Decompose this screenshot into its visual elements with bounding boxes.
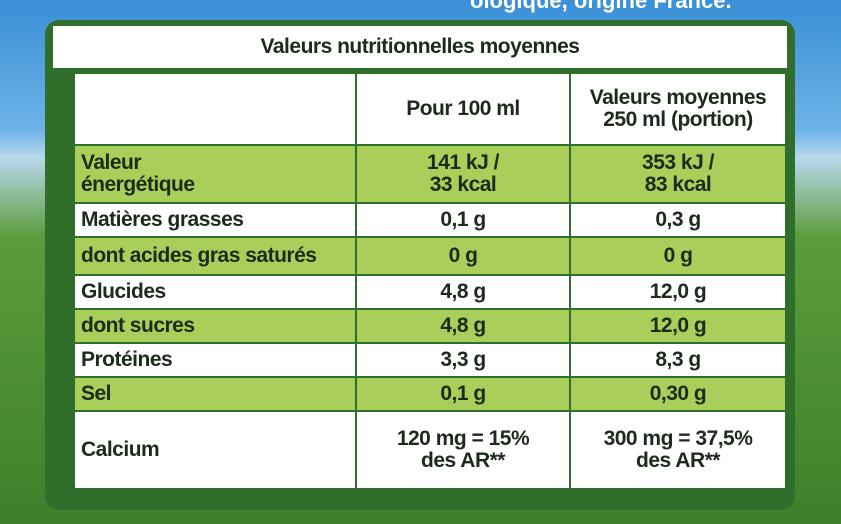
cell-value: 4,8 g	[357, 276, 569, 308]
cell-value: 12,0 g	[571, 310, 785, 342]
table-title: Valeurs nutritionnelles moyennes	[53, 26, 787, 68]
cell-value: 0 g	[571, 238, 785, 274]
row-label: dont acides gras saturés	[75, 238, 355, 274]
nutrition-table: Valeurs nutritionnelles moyennes Pour 100…	[45, 20, 795, 510]
cell-value: 0,1 g	[357, 378, 569, 410]
column-header: Valeurs moyennes 250 ml (portion)	[571, 74, 785, 144]
cell-value: 0 g	[357, 238, 569, 274]
row-label: dont sucres	[75, 310, 355, 342]
cell-value: 8,3 g	[571, 344, 785, 376]
cell-value: 4,8 g	[357, 310, 569, 342]
cell-value: 300 mg = 37,5% des AR**	[571, 412, 785, 488]
top-text: ologique, origine France.	[470, 0, 732, 13]
row-label: Protéines	[75, 344, 355, 376]
cell-value: 3,3 g	[357, 344, 569, 376]
cell-value: 12,0 g	[571, 276, 785, 308]
cell-value: 0,30 g	[571, 378, 785, 410]
cell-value: 353 kJ / 83 kcal	[571, 146, 785, 202]
cell-value: 0,3 g	[571, 204, 785, 236]
header-blank	[75, 74, 355, 144]
cell-value: 141 kJ / 33 kcal	[357, 146, 569, 202]
row-label: Valeur énergétique	[75, 146, 355, 202]
row-label: Glucides	[75, 276, 355, 308]
column-header: Pour 100 ml	[357, 74, 569, 144]
cell-value: 0,1 g	[357, 204, 569, 236]
cell-value: 120 mg = 15% des AR**	[357, 412, 569, 488]
row-label: Matières grasses	[75, 204, 355, 236]
row-label: Sel	[75, 378, 355, 410]
row-label: Calcium	[75, 412, 355, 488]
